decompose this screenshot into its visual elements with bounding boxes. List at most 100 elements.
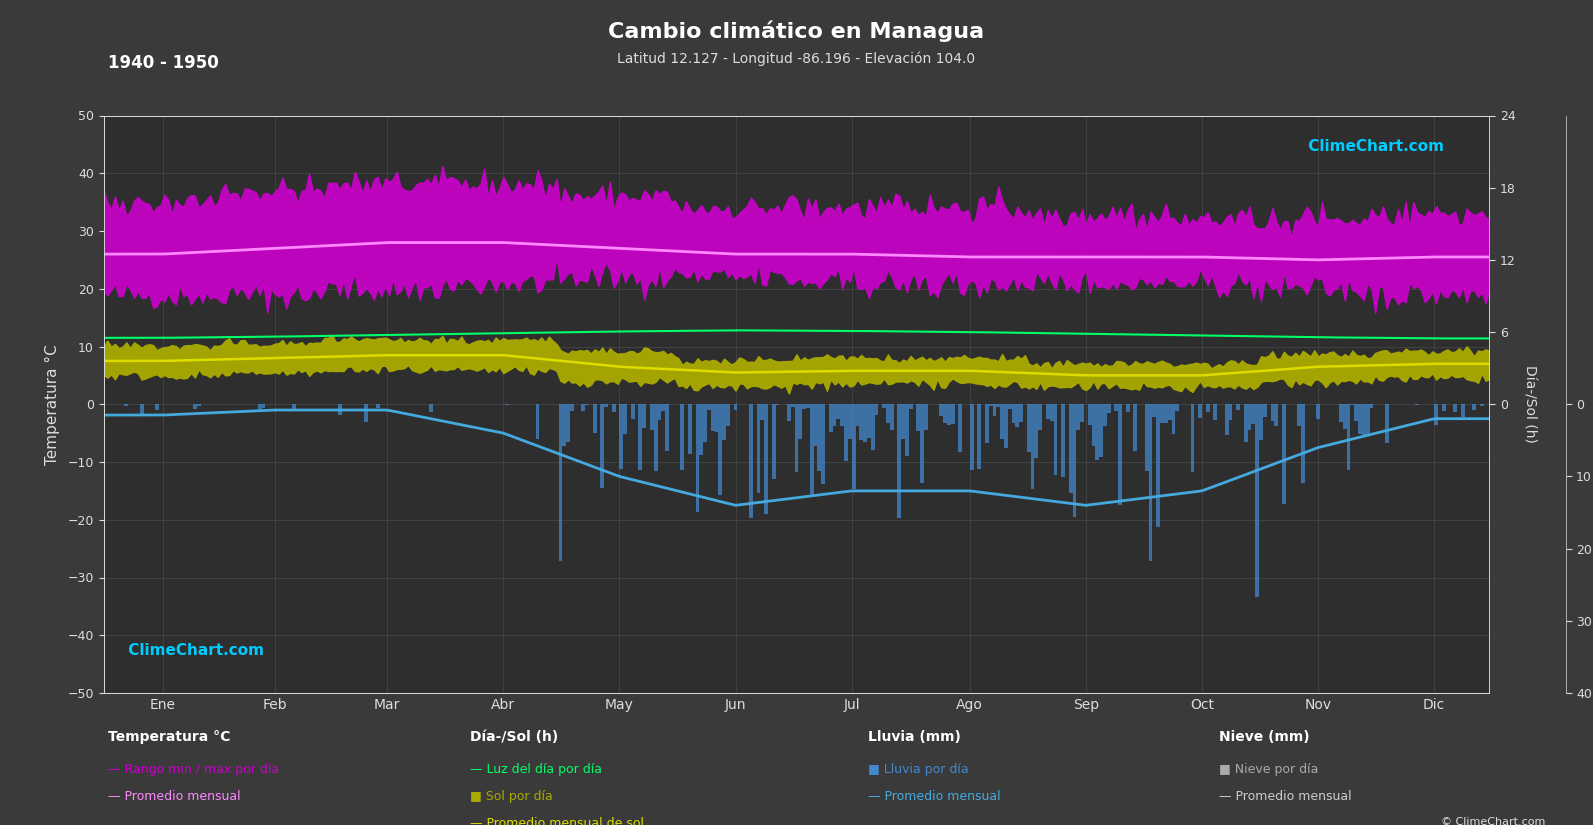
Bar	[803, 404, 806, 409]
Bar	[795, 404, 798, 472]
Bar	[1225, 404, 1228, 435]
Bar	[1034, 404, 1039, 458]
Bar	[855, 404, 859, 427]
Bar	[946, 404, 951, 425]
Bar	[951, 404, 954, 424]
Bar	[710, 404, 715, 431]
Bar	[696, 404, 699, 512]
Bar	[1099, 404, 1102, 457]
Text: ClimeChart.com: ClimeChart.com	[123, 644, 263, 658]
Bar	[875, 404, 878, 414]
Bar	[140, 404, 143, 414]
Bar	[566, 404, 570, 442]
Bar	[1370, 404, 1373, 408]
Bar	[1118, 404, 1121, 505]
Bar	[1206, 404, 1209, 412]
Bar	[1480, 404, 1483, 406]
Bar	[1020, 404, 1023, 422]
Bar	[1384, 404, 1389, 444]
Bar	[1255, 404, 1258, 597]
Bar	[1107, 404, 1110, 412]
Text: Latitud 12.127 - Longitud -86.196 - Elevación 104.0: Latitud 12.127 - Longitud -86.196 - Elev…	[618, 51, 975, 66]
Bar	[798, 404, 803, 439]
Bar	[1126, 404, 1129, 412]
Bar	[429, 404, 433, 412]
Bar	[1152, 404, 1157, 417]
Text: ■ Sol por día: ■ Sol por día	[470, 790, 553, 804]
Bar	[1247, 404, 1252, 430]
Bar	[261, 404, 266, 408]
Bar	[1190, 404, 1195, 472]
Bar	[1198, 404, 1203, 418]
Bar	[1047, 404, 1050, 419]
Bar	[258, 404, 261, 412]
Text: Temperatura °C: Temperatura °C	[108, 730, 231, 744]
Text: Cambio climático en Managua: Cambio climático en Managua	[609, 21, 984, 42]
Bar	[1160, 404, 1164, 423]
Bar	[1297, 404, 1301, 426]
Bar	[650, 404, 653, 430]
Bar	[814, 404, 817, 446]
Bar	[365, 404, 368, 422]
Bar	[1316, 404, 1321, 419]
Bar	[1271, 404, 1274, 422]
Bar	[1228, 404, 1233, 421]
Bar	[639, 404, 642, 469]
Bar	[1415, 404, 1419, 405]
Bar	[859, 404, 863, 440]
Text: — Luz del día por día: — Luz del día por día	[470, 763, 602, 776]
Bar	[996, 404, 1000, 407]
Bar	[124, 404, 129, 406]
Bar	[902, 404, 905, 439]
Bar	[193, 404, 198, 409]
Bar	[642, 404, 647, 427]
Bar	[1263, 404, 1266, 417]
Bar	[910, 404, 913, 409]
Bar	[1362, 404, 1365, 436]
Bar	[1343, 404, 1346, 429]
Bar	[661, 404, 666, 412]
Bar	[989, 404, 992, 406]
Text: Nieve (mm): Nieve (mm)	[1219, 730, 1309, 744]
Text: Lluvia (mm): Lluvia (mm)	[868, 730, 961, 744]
Bar	[1088, 404, 1091, 426]
Bar	[1149, 404, 1152, 561]
Bar	[890, 404, 894, 430]
Bar	[1015, 404, 1020, 427]
Text: — Promedio mensual: — Promedio mensual	[108, 790, 241, 804]
Text: — Promedio mensual: — Promedio mensual	[868, 790, 1000, 804]
Bar	[806, 404, 809, 408]
Bar	[1236, 404, 1239, 410]
Bar	[1091, 404, 1096, 446]
Bar	[836, 404, 840, 419]
Bar	[1359, 404, 1362, 434]
Bar	[593, 404, 597, 432]
Bar	[623, 404, 628, 434]
Bar	[916, 404, 921, 431]
Text: — Rango min / max por día: — Rango min / max por día	[108, 763, 279, 776]
Bar	[787, 404, 790, 421]
Bar	[376, 404, 379, 408]
Bar	[631, 404, 634, 418]
Bar	[790, 404, 795, 407]
Bar	[1115, 404, 1118, 411]
Bar	[658, 404, 661, 420]
Bar	[883, 404, 886, 408]
Bar	[718, 404, 722, 495]
Bar	[680, 404, 683, 470]
Bar	[1050, 404, 1053, 421]
Bar	[1000, 404, 1004, 440]
Bar	[570, 404, 573, 411]
Bar	[867, 404, 871, 438]
Bar	[817, 404, 822, 471]
Bar	[1053, 404, 1058, 475]
Bar	[1069, 404, 1072, 493]
Bar	[776, 404, 779, 405]
Bar	[1453, 404, 1458, 412]
Bar	[688, 404, 691, 454]
Bar	[1472, 404, 1477, 410]
Bar	[757, 404, 760, 493]
Bar	[703, 404, 707, 441]
Bar	[1004, 404, 1008, 448]
Bar	[1077, 404, 1080, 430]
